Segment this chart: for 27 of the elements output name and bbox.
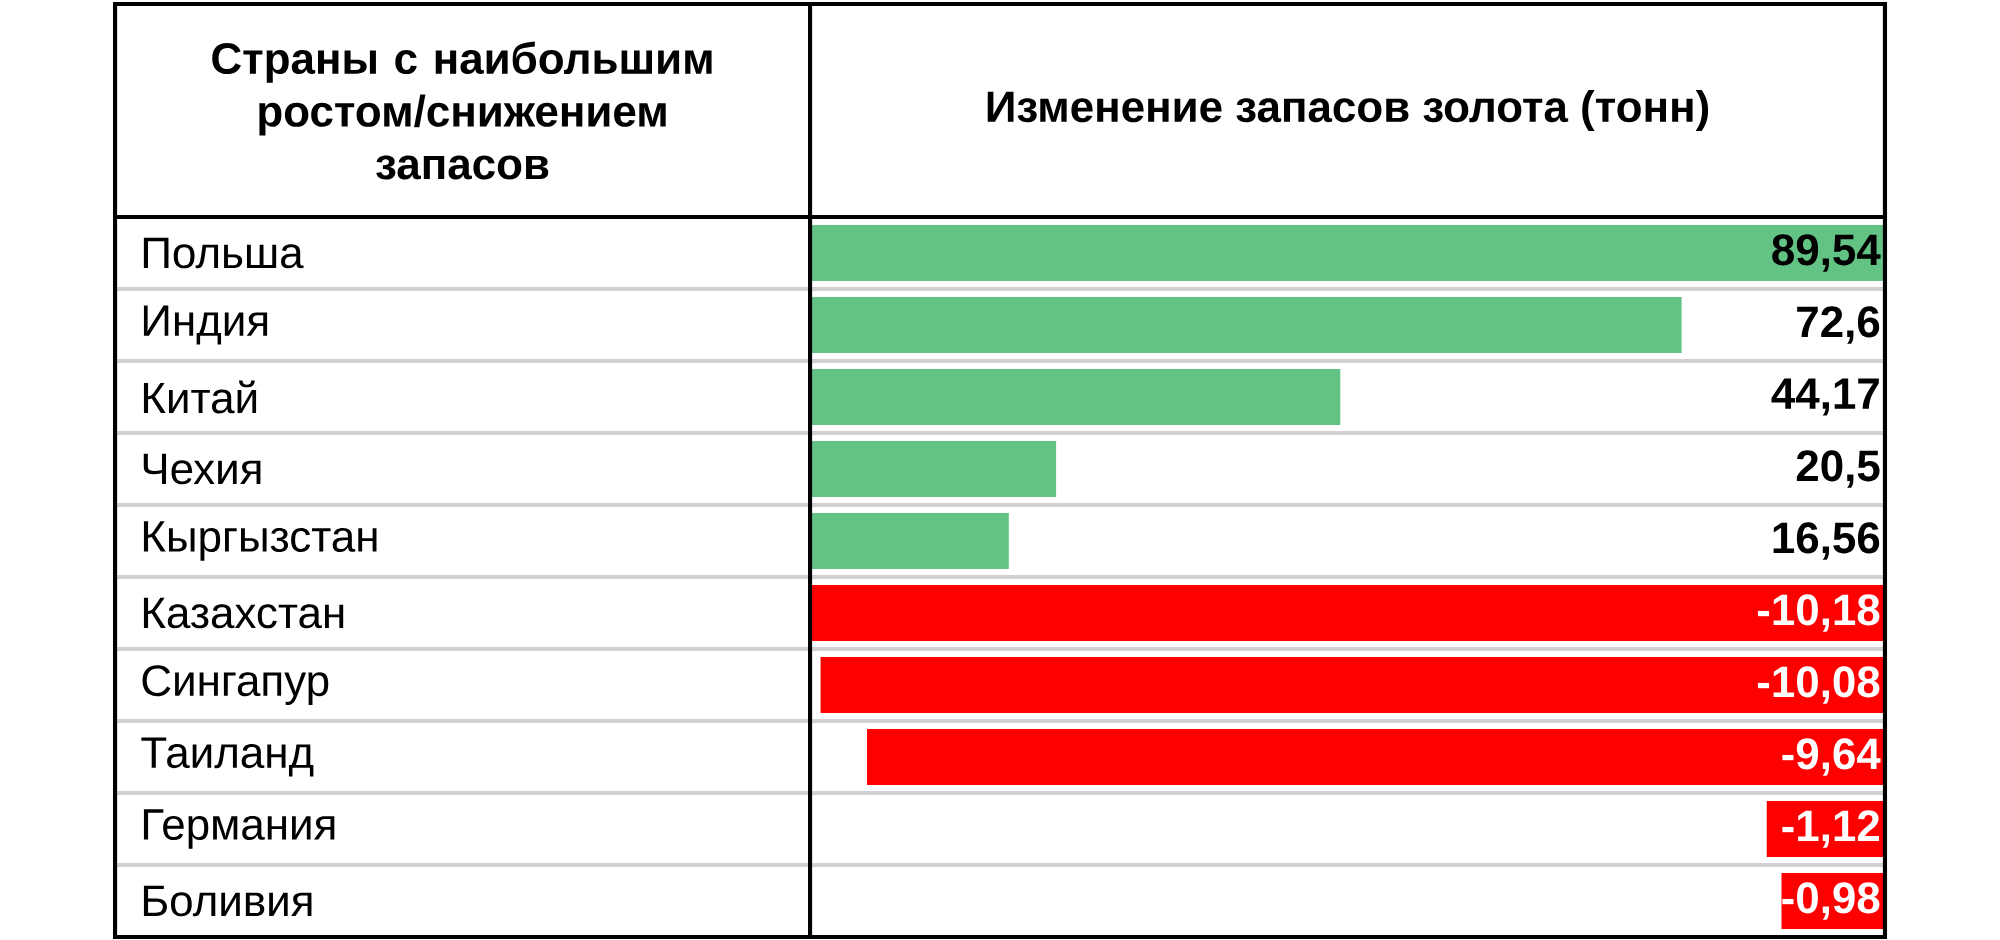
y-tick-label: Китай	[143, 380, 257, 414]
y-tick-label: Сингапур	[142, 665, 329, 705]
bar	[810, 513, 1009, 570]
y-axis-title: Страны с наибольшим ростом/снижением запасов	[212, 41, 712, 180]
chart-title: Изменение запасов золота (тонн)	[987, 90, 1709, 131]
data-label: -10,18	[1757, 594, 1880, 632]
bar	[810, 297, 1682, 354]
bar	[810, 441, 1057, 498]
data-label: 20,5	[1796, 450, 1880, 488]
y-tick-label: Чехия	[143, 453, 261, 485]
y-tick-label: Кыргызстан	[143, 521, 377, 561]
data-label: 16,56	[1773, 522, 1880, 560]
y-tick-label: Казахстан	[143, 597, 344, 629]
bar	[810, 369, 1341, 426]
data-label: -1,12	[1782, 810, 1879, 848]
y-tick-label: Таиланд	[141, 737, 314, 777]
data-label: -10,08	[1757, 666, 1880, 704]
y-tick-label: Польша	[143, 237, 304, 269]
data-label: 89,54	[1772, 234, 1881, 272]
y-tick-label: Боливия	[143, 885, 312, 917]
data-label: -9,64	[1782, 738, 1881, 776]
data-label: 72,6	[1797, 306, 1880, 344]
bar	[810, 225, 1886, 282]
data-label: 44,17	[1771, 378, 1879, 416]
y-tick-label: Индия	[143, 305, 268, 345]
y-tick-label: Германия	[143, 809, 335, 849]
data-label: -0,98	[1782, 882, 1880, 920]
